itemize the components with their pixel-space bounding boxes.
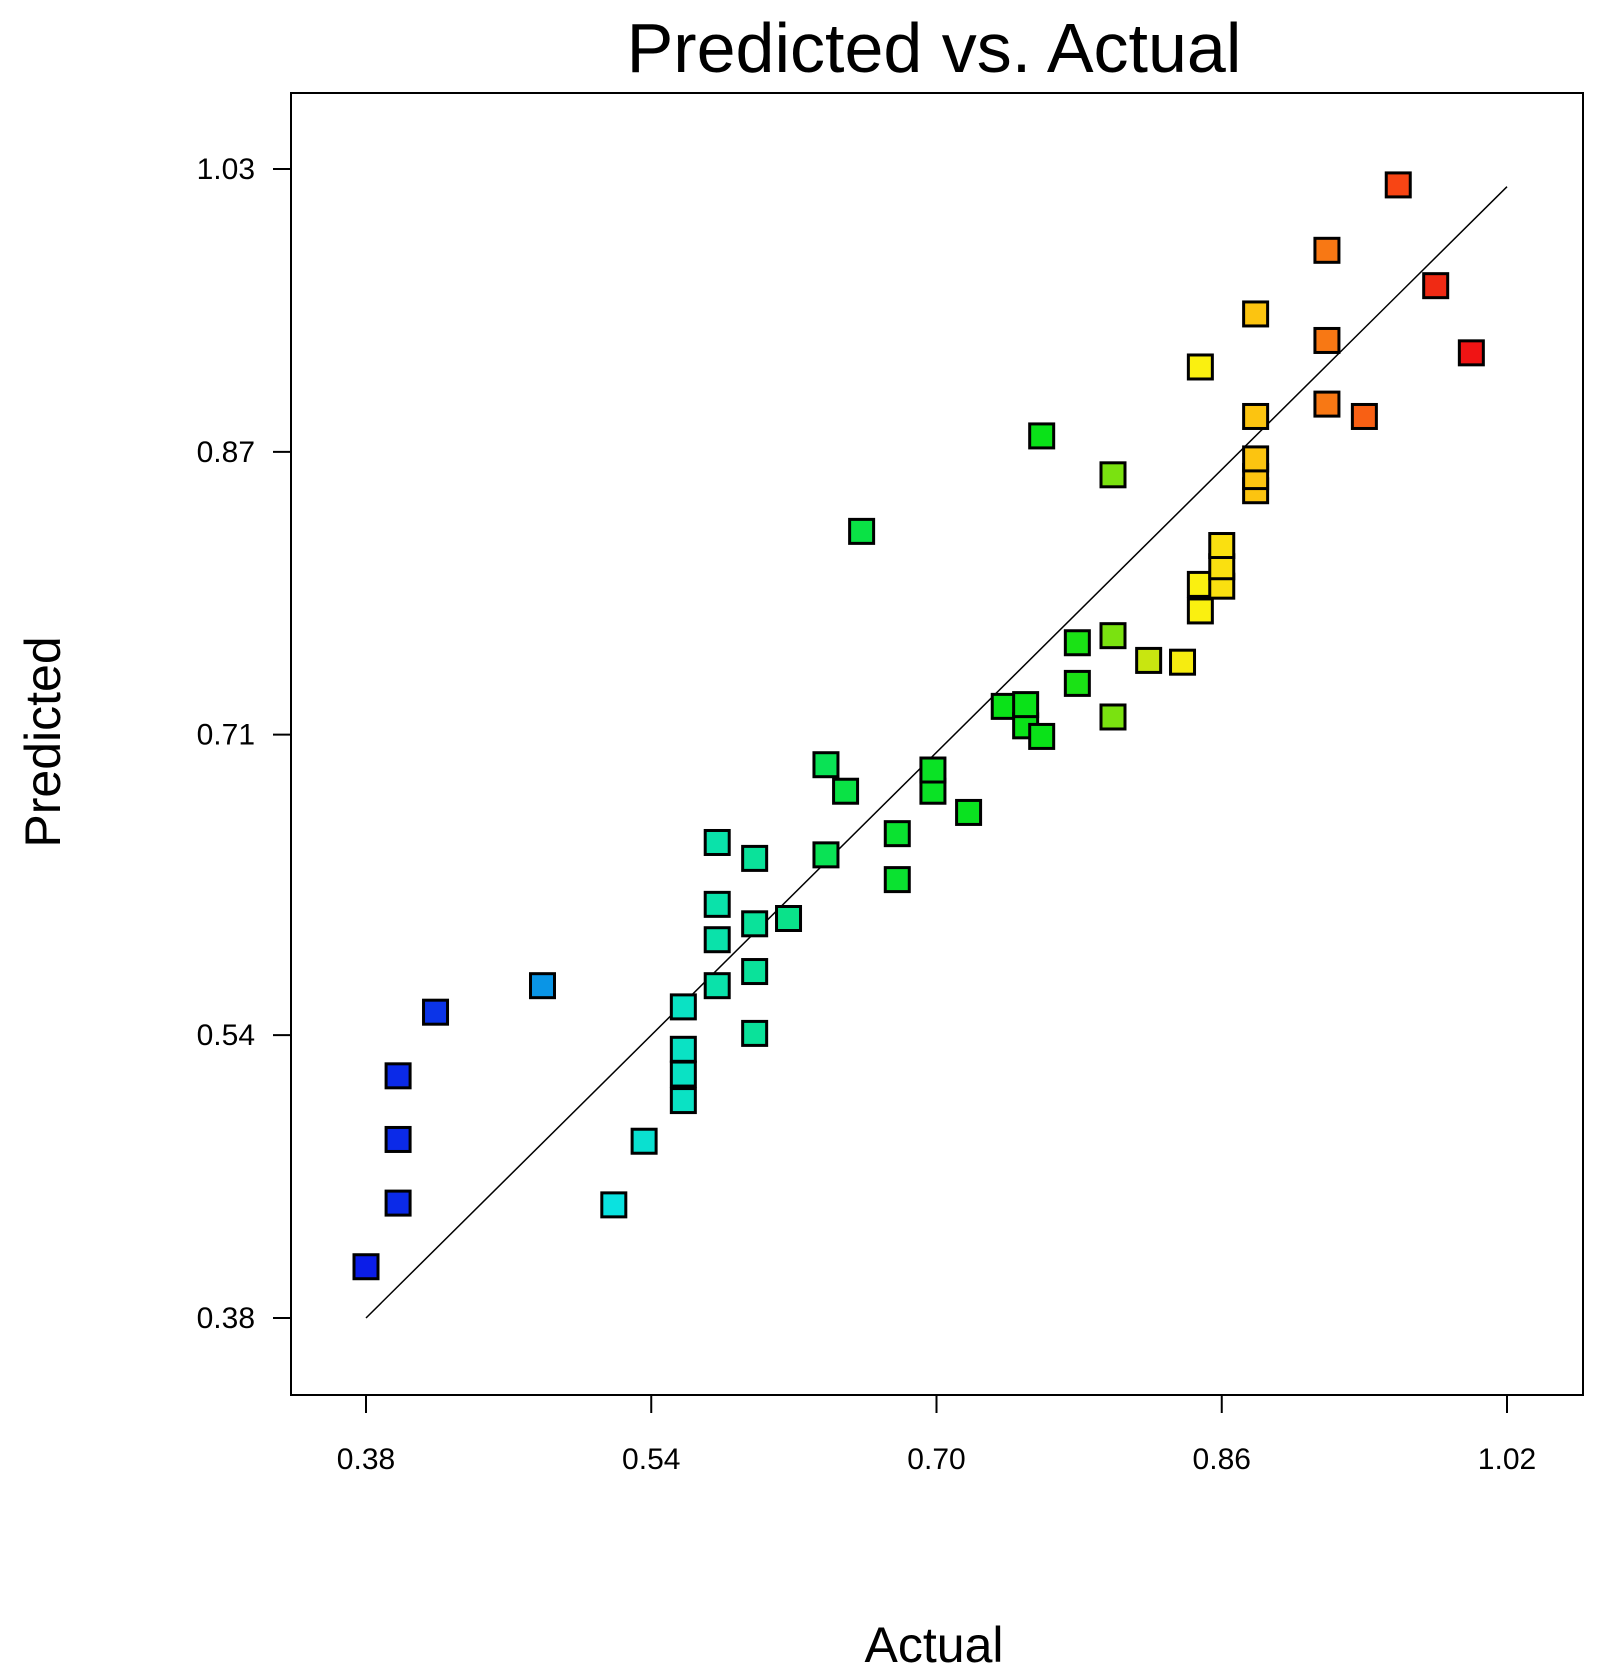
data-point	[703, 890, 731, 918]
data-point	[1313, 390, 1341, 418]
data-point	[1099, 703, 1127, 731]
data-point	[775, 905, 803, 933]
data-point	[669, 1060, 697, 1088]
x-tick-label: 0.54	[622, 1443, 680, 1476]
x-tick-label: 0.38	[337, 1443, 395, 1476]
data-point	[352, 1253, 380, 1281]
reference-line-group	[365, 186, 1508, 1319]
data-point	[1063, 629, 1091, 657]
data-point	[1384, 171, 1412, 199]
chart-title: Predicted vs. Actual	[627, 9, 1242, 87]
y-axis: 0.38 0.54 0.71 0.87 1.03	[197, 153, 291, 1335]
data-point	[1313, 326, 1341, 354]
data-point	[1457, 339, 1485, 367]
x-tick-label: 0.86	[1193, 1443, 1251, 1476]
data-point	[1135, 646, 1163, 674]
y-tick-label: 1.03	[197, 153, 255, 186]
y-tick-label: 0.71	[197, 719, 255, 752]
data-point	[919, 756, 947, 784]
x-axis-label: Actual	[865, 1617, 1004, 1672]
data-point	[1186, 597, 1214, 625]
data-point	[1422, 272, 1450, 300]
data-point	[1028, 722, 1056, 750]
data-point	[669, 1087, 697, 1115]
data-point	[812, 751, 840, 779]
data-point	[883, 866, 911, 894]
y-tick-label: 0.87	[197, 436, 255, 469]
data-point	[703, 828, 731, 856]
data-point	[741, 844, 769, 872]
data-point	[1242, 300, 1270, 328]
data-point	[812, 841, 840, 869]
data-point	[1028, 422, 1056, 450]
data-point	[1186, 353, 1214, 381]
data-point	[384, 1189, 412, 1217]
y-axis-label: Predicted	[15, 636, 71, 847]
x-axis: 0.38 0.54 0.70 0.86 1.02	[337, 1395, 1536, 1476]
data-point	[600, 1191, 628, 1219]
data-point	[384, 1125, 412, 1153]
data-point	[669, 993, 697, 1021]
data-point	[630, 1127, 658, 1155]
data-point	[384, 1062, 412, 1090]
data-point	[1313, 236, 1341, 264]
data-point	[1063, 669, 1091, 697]
y-tick-label: 0.54	[197, 1019, 255, 1052]
data-point	[1012, 691, 1040, 719]
data-point	[832, 777, 860, 805]
data-point	[1350, 402, 1378, 430]
data-point	[1099, 461, 1127, 489]
fit-line	[365, 186, 1508, 1319]
data-point	[741, 958, 769, 986]
y-tick-label: 0.38	[197, 1302, 255, 1335]
data-point	[669, 1035, 697, 1063]
x-tick-label: 0.70	[907, 1443, 965, 1476]
data-point	[741, 1019, 769, 1047]
data-point	[848, 517, 876, 545]
data-point	[1208, 532, 1236, 560]
data-point	[703, 926, 731, 954]
data-point	[1169, 648, 1197, 676]
data-point	[1242, 445, 1270, 473]
data-point	[1242, 402, 1270, 430]
data-point	[422, 998, 450, 1026]
x-tick-label: 1.02	[1478, 1443, 1536, 1476]
data-point	[883, 820, 911, 848]
data-point	[1099, 622, 1127, 650]
points-group	[352, 171, 1485, 1281]
data-point	[741, 910, 769, 938]
data-point	[955, 798, 983, 826]
data-point	[703, 972, 731, 1000]
data-point	[528, 972, 556, 1000]
